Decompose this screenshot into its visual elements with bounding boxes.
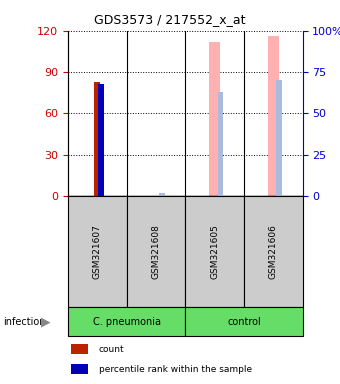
- Bar: [268, 36, 278, 196]
- Bar: [209, 42, 220, 196]
- Bar: [159, 192, 165, 196]
- Bar: [98, 84, 104, 196]
- Bar: [95, 82, 100, 196]
- Text: count: count: [99, 345, 124, 354]
- Text: GSM321605: GSM321605: [210, 224, 219, 279]
- Text: GSM321608: GSM321608: [152, 224, 160, 279]
- Text: GSM321607: GSM321607: [93, 224, 102, 279]
- Text: ▶: ▶: [41, 315, 51, 328]
- Text: percentile rank within the sample: percentile rank within the sample: [99, 365, 252, 374]
- Text: infection: infection: [3, 316, 46, 327]
- Text: C. pneumonia: C. pneumonia: [92, 316, 161, 327]
- Text: control: control: [227, 316, 261, 327]
- Bar: [276, 80, 282, 196]
- Bar: [218, 92, 223, 196]
- Text: GDS3573 / 217552_x_at: GDS3573 / 217552_x_at: [94, 13, 246, 26]
- Text: GSM321606: GSM321606: [269, 224, 278, 279]
